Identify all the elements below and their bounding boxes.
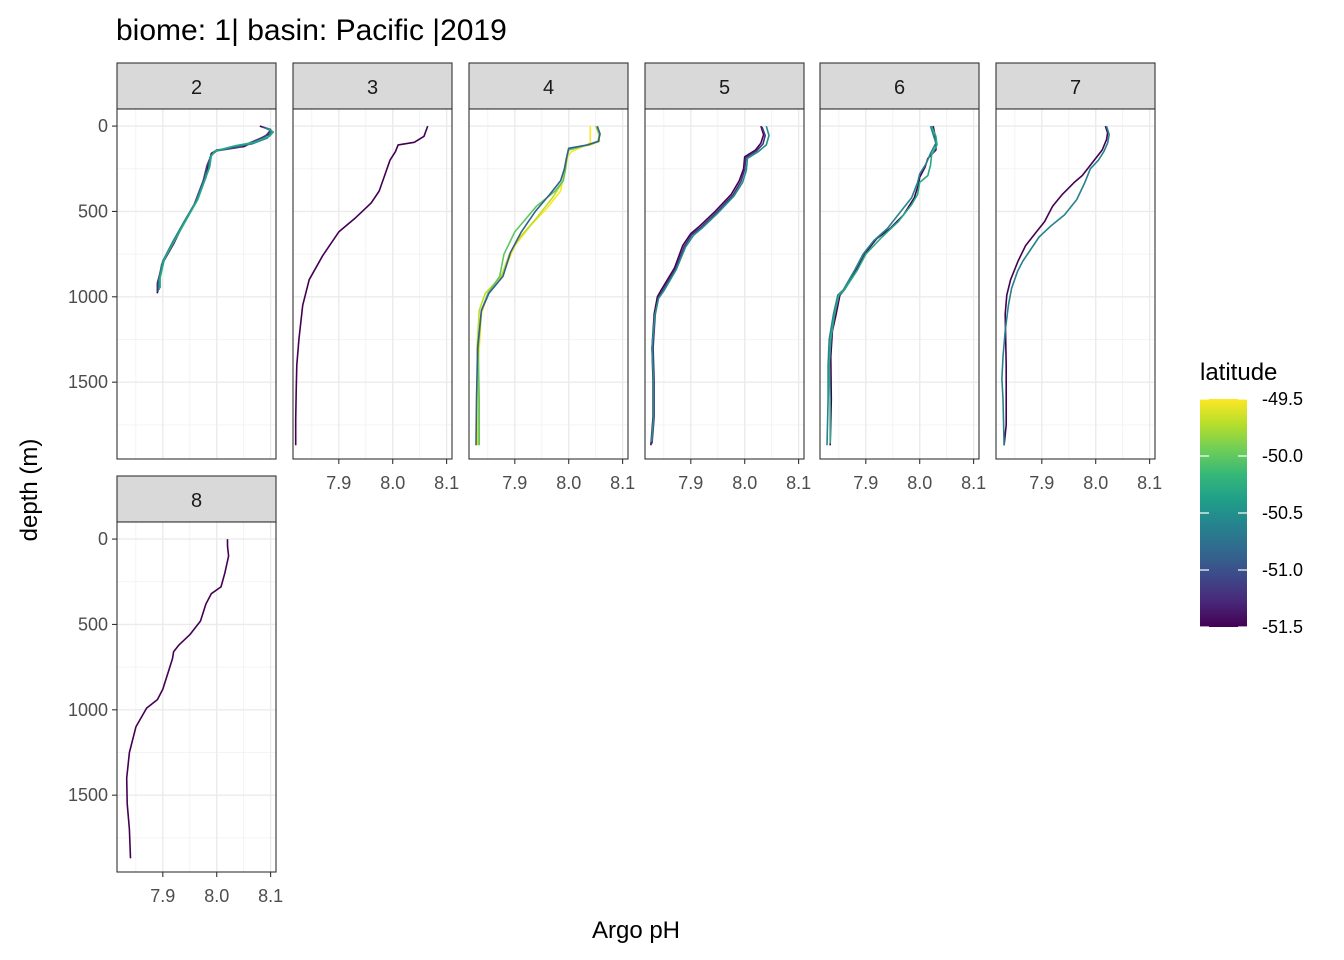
y-tick-label: 1500 [68,785,108,805]
x-tick-label: 7.9 [502,473,527,493]
x-tick-label: 8.0 [1083,473,1108,493]
x-tick-label: 8.1 [1137,473,1162,493]
y-axis-title: depth (m) [16,439,43,542]
panel-border [292,108,453,460]
profile-line [650,125,770,442]
x-tick-label: 7.9 [1029,473,1054,493]
x-tick-label: 8.1 [961,473,986,493]
profile-line [125,539,230,859]
facet-panel: 5 7.9 8.0 8.1 [644,62,811,493]
legend: latitude -49.5 -50.0 -50.5 -51.0 -51.5 [1200,359,1303,637]
x-tick-label: 8.1 [434,473,459,493]
x-tick-label: 7.9 [678,473,703,493]
facet-strip-label: 3 [367,77,378,99]
facet-panels: 2 0 500 1000 1500 3 7.9 8.0 8.1 4 7.9 8.0 8.1 5 7.9 8.0… [68,62,1162,906]
legend-title: latitude [1200,359,1277,386]
facet-strip [468,62,629,110]
x-tick-label: 7.9 [326,473,351,493]
legend-tick-label: -50.0 [1262,446,1303,466]
facet-strip-label: 6 [894,77,905,99]
x-tick-label: 7.9 [853,473,878,493]
x-tick-label: 8.1 [786,473,811,493]
legend-tick-label: -49.5 [1262,389,1303,409]
profile-line [651,126,766,444]
y-tick-label: 0 [98,529,108,549]
x-axis-title: Argo pH [592,917,680,944]
profile-line [1003,125,1109,446]
y-tick-label: 500 [78,201,108,221]
profile-line [826,125,937,446]
panel-background [820,109,979,459]
panel-border [116,521,277,873]
facet-strip-label: 2 [191,77,202,99]
facet-panel: 3 7.9 8.0 8.1 [292,62,459,493]
facet-strip-label: 8 [191,490,202,512]
panel-background [293,109,452,459]
x-tick-label: 8.0 [732,473,757,493]
facet-strip [995,62,1156,110]
legend-ticks: -49.5 -50.0 -50.5 -51.0 -51.5 [1200,389,1303,637]
panel-background [117,109,276,459]
y-tick-label: 1000 [68,287,108,307]
facet-strip-label: 4 [543,77,554,99]
facet-strip [819,62,980,110]
panel-background [469,109,628,459]
x-tick-label: 8.1 [610,473,635,493]
panel-background [645,109,804,459]
facet-strip [644,62,805,110]
y-tick-label: 1000 [68,700,108,720]
profile-line [294,125,429,446]
facet-strip [116,62,277,110]
x-tick-label: 7.9 [150,886,175,906]
facet-panel: 7 7.9 8.0 8.1 [995,62,1162,493]
legend-tick-label: -51.0 [1262,560,1303,580]
facet-strip [292,62,453,110]
panel-border [116,108,277,460]
facet-panel: 4 7.9 8.0 8.1 [468,62,635,493]
panel-border [468,108,629,460]
profile-line [828,125,938,444]
facet-panel: 2 0 500 1000 1500 [68,62,277,460]
facet-panel: 6 7.9 8.0 8.1 [819,62,986,493]
panel-border [995,108,1156,460]
facet-panel: 8 0 500 1000 1500 7.9 8.0 8.1 [68,475,283,906]
x-tick-label: 8.0 [204,886,229,906]
y-tick-label: 500 [78,614,108,634]
x-tick-label: 8.1 [258,886,283,906]
profile-line [475,125,601,446]
x-tick-label: 8.0 [907,473,932,493]
x-tick-label: 8.0 [556,473,581,493]
profile-line [159,127,275,289]
profile-line [1001,125,1110,446]
panel-border [819,108,980,460]
legend-tick-label: -50.5 [1262,503,1303,523]
panel-border [644,108,805,460]
chart-title: biome: 1| basin: Pacific |2019 [116,14,507,47]
y-tick-label: 0 [98,116,108,136]
facet-strip-label: 5 [719,77,730,99]
legend-tick-label: -51.5 [1262,617,1303,637]
y-tick-label: 1500 [68,372,108,392]
panel-background [996,109,1155,459]
panel-background [117,522,276,872]
facet-strip-label: 7 [1070,77,1081,99]
x-tick-label: 8.0 [380,473,405,493]
